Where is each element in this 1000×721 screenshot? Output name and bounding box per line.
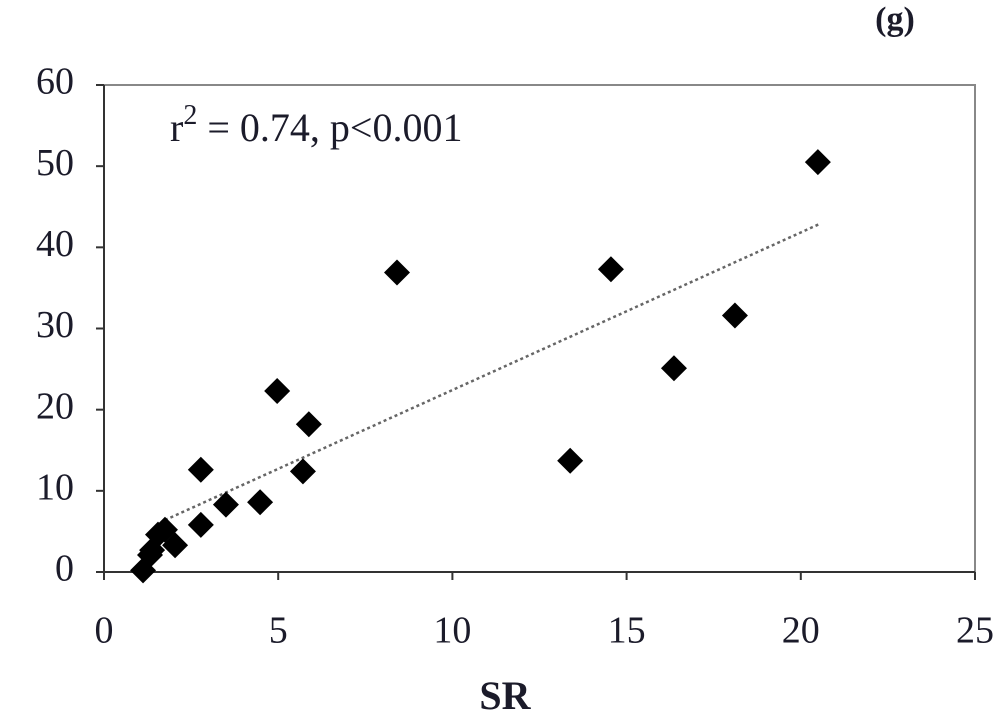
panel-label: (g) [875, 1, 915, 38]
x-tick-label: 0 [95, 610, 114, 652]
x-tick-label: 20 [782, 610, 820, 652]
y-tick-label: 60 [36, 61, 74, 103]
point [264, 377, 291, 404]
point [187, 511, 214, 538]
x-axis-label: SR [479, 673, 531, 718]
y-tick-label: 50 [36, 142, 74, 184]
point [384, 259, 411, 286]
y-tick-label: 10 [36, 467, 74, 509]
annotation-rest: = 0.74, p<0.001 [197, 105, 462, 150]
x-tick-label: 5 [269, 610, 288, 652]
point [247, 489, 274, 516]
plot-frame [103, 84, 976, 573]
x-tick-label: 10 [433, 610, 471, 652]
annotation: r2 = 0.74, p<0.001 [170, 100, 462, 150]
point [721, 302, 748, 329]
point [162, 532, 189, 559]
x-tick-label: 15 [608, 610, 646, 652]
point [660, 355, 687, 382]
point [597, 256, 624, 283]
point [187, 456, 214, 483]
annotation-superscript: 2 [183, 100, 197, 131]
annotation-base: r [170, 105, 183, 150]
y-tick-label: 30 [36, 304, 74, 346]
trendline [164, 222, 821, 522]
point [295, 411, 322, 438]
x-tick-label: 25 [956, 610, 994, 652]
point [289, 458, 316, 485]
point [557, 447, 584, 474]
point [212, 491, 239, 518]
point [804, 149, 831, 176]
y-tick-label: 0 [55, 548, 74, 590]
y-tick-label: 40 [36, 223, 74, 265]
y-tick-label: 20 [36, 385, 74, 427]
